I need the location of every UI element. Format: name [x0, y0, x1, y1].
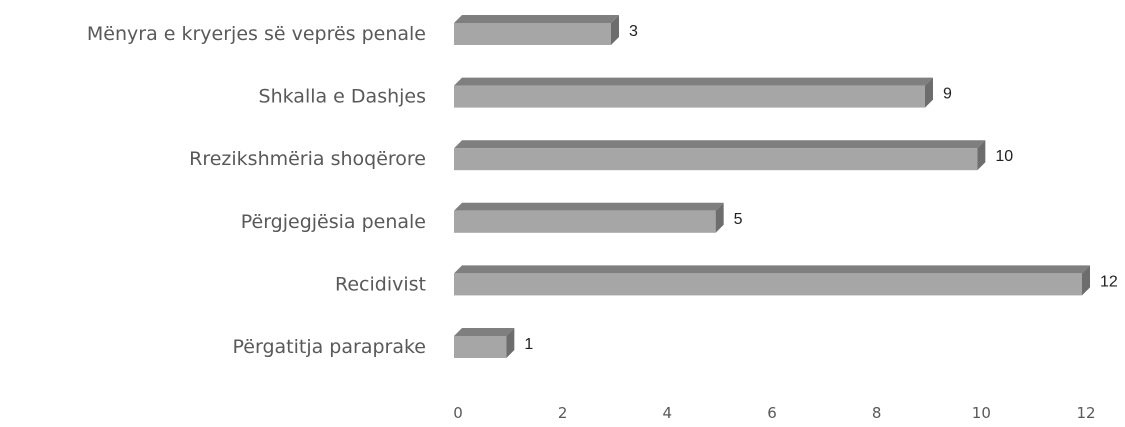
data-label: 12	[1100, 273, 1118, 290]
x-tick-label: 2	[558, 404, 568, 422]
x-tick-label: 4	[663, 404, 673, 422]
x-tick-label: 8	[872, 404, 882, 422]
x-tick-label: 12	[1076, 404, 1095, 422]
category-label: Shkalla e Dashjes	[259, 86, 426, 108]
bar-top-face	[454, 77, 933, 86]
data-label: 3	[629, 23, 638, 40]
category-label: Rrezikshmëria shoqërore	[189, 148, 426, 170]
bar-side-face	[977, 140, 986, 171]
data-label: 9	[943, 86, 952, 103]
bar-top-face	[454, 140, 986, 149]
data-label: 10	[995, 148, 1013, 165]
category-label: Recidivist	[335, 273, 426, 295]
bar	[454, 85, 925, 108]
bar-top-face	[454, 328, 515, 336]
bar-side-face	[611, 15, 619, 45]
category-label: Përgatitja paraprake	[233, 336, 426, 358]
bar-side-face	[715, 202, 724, 233]
bar-side-face	[1082, 265, 1090, 296]
data-label: 1	[524, 336, 533, 353]
x-tick-label: 10	[972, 404, 991, 422]
category-label: Përgjegjësia penale	[241, 211, 426, 233]
x-tick-label: 6	[767, 404, 777, 422]
category-label: Mënyra e kryerjes së veprës penale	[87, 23, 426, 45]
bar	[454, 273, 1082, 296]
bar-side-face	[506, 328, 515, 358]
bar	[454, 23, 611, 45]
data-label: 5	[734, 211, 743, 228]
bar-top-face	[454, 15, 619, 23]
bar-side-face	[925, 77, 933, 108]
bar	[454, 336, 507, 358]
bar-top-face	[454, 202, 724, 211]
bar	[454, 148, 978, 171]
bar	[454, 210, 716, 233]
x-tick-label: 0	[453, 404, 463, 422]
bar-top-face	[454, 265, 1090, 274]
